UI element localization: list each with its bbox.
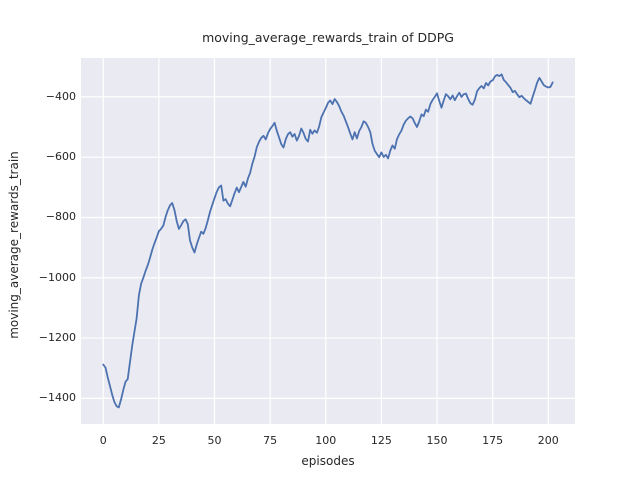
y-tick-label: −1400 bbox=[38, 391, 76, 405]
y-tick-label: −1000 bbox=[38, 270, 76, 284]
chart-title: moving_average_rewards_train of DDPG bbox=[202, 30, 454, 45]
x-tick-label: 25 bbox=[151, 434, 166, 447]
x-tick-label: 125 bbox=[370, 434, 392, 447]
x-tick-label: 175 bbox=[482, 434, 504, 447]
x-axis-label: episodes bbox=[301, 454, 355, 468]
x-tick-label: 0 bbox=[99, 434, 107, 447]
x-tick-label: 150 bbox=[426, 434, 448, 447]
x-tick-label: 200 bbox=[537, 434, 559, 447]
y-tick-label: −400 bbox=[45, 89, 76, 103]
x-tick-label: 50 bbox=[207, 434, 222, 447]
x-tick-label: 100 bbox=[315, 434, 337, 447]
y-tick-label: −800 bbox=[45, 210, 76, 224]
y-tick-label: −1200 bbox=[38, 331, 76, 345]
y-tick-label: −600 bbox=[45, 150, 76, 164]
series-line bbox=[102, 73, 554, 409]
x-tick-label: 75 bbox=[263, 434, 278, 447]
